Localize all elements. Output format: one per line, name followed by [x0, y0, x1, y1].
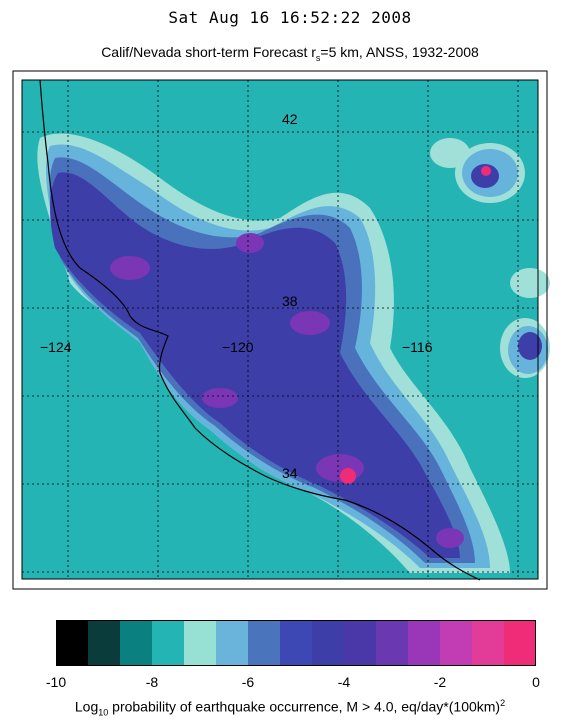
subtitle-main: Calif/Nevada short-term Forecast r	[101, 44, 316, 60]
colorbar-tick-label: -4	[337, 674, 351, 690]
colorbar-cell	[440, 620, 473, 666]
longitude-label-116: −116	[402, 339, 433, 355]
colorbar-cell	[248, 620, 281, 666]
colorbar-tick-label: -10	[45, 674, 67, 690]
colorbar-cell	[504, 620, 536, 666]
longitude-label-124: −124	[40, 339, 72, 355]
timestamp-title: Sat Aug 16 16:52:22 2008	[168, 8, 412, 27]
colorbar-cell	[472, 620, 505, 666]
colorbar-cell	[56, 620, 89, 666]
colorbar-frame	[56, 620, 536, 666]
coastline-line	[39, 79, 481, 581]
subtitle-subscript: s	[315, 52, 321, 63]
subtitle-tail: =5 km, ANSS, 1932-2008	[320, 44, 479, 60]
colorbar-axis-label: Log10 probability of earthquake occurren…	[0, 698, 580, 717]
colorbar-label-superscript: 2	[500, 698, 506, 708]
latitude-label-42: 42	[282, 111, 298, 127]
colorbar-cell	[280, 620, 313, 666]
colorbar	[56, 620, 536, 666]
map-inner-frame	[21, 79, 539, 580]
colorbar-cell	[344, 620, 377, 666]
colorbar-tick-label: -6	[241, 674, 255, 690]
latitude-label-38: 38	[282, 293, 298, 309]
colorbar-cell	[88, 620, 121, 666]
colorbar-tick-label: 0	[532, 674, 540, 690]
colorbar-cell	[312, 620, 345, 666]
forecast-map: 42 38 34 −124 −120 −116	[12, 70, 550, 590]
colorbar-tick-label: -2	[433, 674, 447, 690]
longitude-label-120: −120	[222, 339, 254, 355]
colorbar-cell	[408, 620, 441, 666]
colorbar-cell	[376, 620, 409, 666]
hot-pink-points	[340, 166, 491, 484]
colorbar-cell	[184, 620, 217, 666]
colorbar-cell	[216, 620, 249, 666]
colorbar-label-pre: Log	[74, 698, 99, 715]
map-subtitle: Calif/Nevada short-term Forecast rs=5 km…	[0, 44, 580, 63]
colorbar-cell	[152, 620, 185, 666]
colorbar-tick-label: -8	[145, 674, 159, 690]
map-outer-frame	[12, 70, 548, 590]
colorbar-label-subscript: 10	[98, 707, 109, 718]
colorbar-cell	[120, 620, 153, 666]
graticule-grid	[22, 80, 538, 579]
colorbar-label-main: probability of earthquake occurrence, M …	[108, 698, 501, 715]
latitude-label-34: 34	[282, 465, 298, 481]
